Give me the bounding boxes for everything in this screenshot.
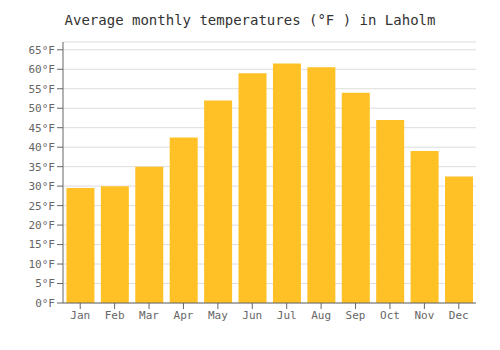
svg-text:Nov: Nov [414,309,434,322]
svg-text:Dec: Dec [449,309,469,322]
svg-text:5°F: 5°F [35,277,55,290]
svg-text:Jun: Jun [242,309,262,322]
svg-text:Feb: Feb [105,309,125,322]
svg-text:25°F: 25°F [29,200,56,213]
svg-text:55°F: 55°F [29,83,56,96]
svg-text:30°F: 30°F [29,180,56,193]
svg-text:45°F: 45°F [29,122,56,135]
svg-text:40°F: 40°F [29,141,56,154]
svg-text:Sep: Sep [346,309,366,322]
svg-text:Apr: Apr [174,309,194,322]
svg-text:35°F: 35°F [29,161,56,174]
svg-text:Aug: Aug [311,309,331,322]
svg-text:May: May [208,309,228,322]
svg-text:50°F: 50°F [29,102,56,115]
svg-text:15°F: 15°F [29,238,56,251]
html-text:Average monthly temperatures (: Average monthly temperatures (°F ) in La… [64,12,436,28]
svg-text:65°F: 65°F [29,44,56,57]
svg-text:Jan: Jan [70,309,90,322]
svg-text:10°F: 10°F [29,258,56,271]
svg-text:60°F: 60°F [29,63,56,76]
svg-text:Mar: Mar [139,309,159,322]
svg-text:Oct: Oct [380,309,400,322]
svg-text:20°F: 20°F [29,219,56,232]
svg-text:0°F: 0°F [35,297,55,310]
svg-text:Jul: Jul [277,309,297,322]
